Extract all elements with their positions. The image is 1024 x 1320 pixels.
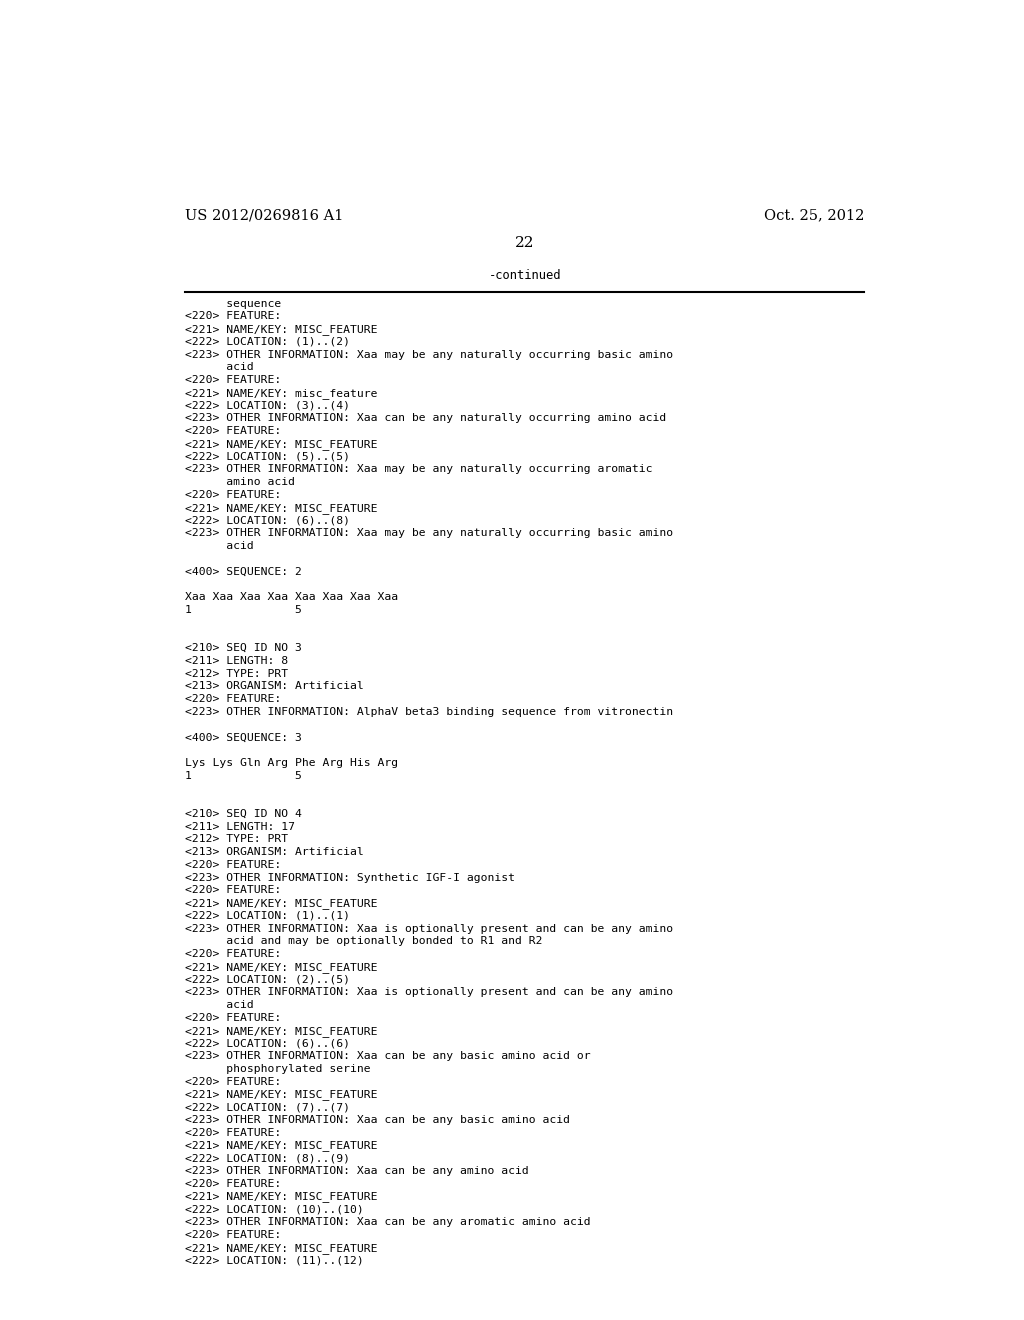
- Text: <222> LOCATION: (3)..(4): <222> LOCATION: (3)..(4): [185, 401, 350, 411]
- Text: <220> FEATURE:: <220> FEATURE:: [185, 490, 282, 500]
- Text: <221> NAME/KEY: MISC_FEATURE: <221> NAME/KEY: MISC_FEATURE: [185, 898, 378, 909]
- Text: <211> LENGTH: 8: <211> LENGTH: 8: [185, 656, 289, 665]
- Text: <223> OTHER INFORMATION: Xaa may be any naturally occurring basic amino: <223> OTHER INFORMATION: Xaa may be any …: [185, 350, 673, 359]
- Text: <221> NAME/KEY: MISC_FEATURE: <221> NAME/KEY: MISC_FEATURE: [185, 1026, 378, 1036]
- Text: <223> OTHER INFORMATION: Xaa is optionally present and can be any amino: <223> OTHER INFORMATION: Xaa is optional…: [185, 987, 673, 998]
- Text: <220> FEATURE:: <220> FEATURE:: [185, 949, 282, 960]
- Text: acid: acid: [185, 541, 254, 550]
- Text: <221> NAME/KEY: MISC_FEATURE: <221> NAME/KEY: MISC_FEATURE: [185, 440, 378, 450]
- Text: <221> NAME/KEY: MISC_FEATURE: <221> NAME/KEY: MISC_FEATURE: [185, 1089, 378, 1101]
- Text: 1               5: 1 5: [185, 771, 302, 780]
- Text: <222> LOCATION: (2)..(5): <222> LOCATION: (2)..(5): [185, 974, 350, 985]
- Text: <220> FEATURE:: <220> FEATURE:: [185, 1230, 282, 1239]
- Text: <211> LENGTH: 17: <211> LENGTH: 17: [185, 821, 295, 832]
- Text: <221> NAME/KEY: MISC_FEATURE: <221> NAME/KEY: MISC_FEATURE: [185, 1192, 378, 1203]
- Text: <222> LOCATION: (10)..(10): <222> LOCATION: (10)..(10): [185, 1204, 364, 1214]
- Text: <220> FEATURE:: <220> FEATURE:: [185, 1077, 282, 1086]
- Text: <220> FEATURE:: <220> FEATURE:: [185, 1127, 282, 1138]
- Text: <223> OTHER INFORMATION: Xaa can be any amino acid: <223> OTHER INFORMATION: Xaa can be any …: [185, 1166, 528, 1176]
- Text: <222> LOCATION: (8)..(9): <222> LOCATION: (8)..(9): [185, 1154, 350, 1163]
- Text: <223> OTHER INFORMATION: Xaa may be any naturally occurring basic amino: <223> OTHER INFORMATION: Xaa may be any …: [185, 528, 673, 539]
- Text: <220> FEATURE:: <220> FEATURE:: [185, 375, 282, 385]
- Text: <212> TYPE: PRT: <212> TYPE: PRT: [185, 669, 289, 678]
- Text: <400> SEQUENCE: 2: <400> SEQUENCE: 2: [185, 566, 302, 577]
- Text: <221> NAME/KEY: MISC_FEATURE: <221> NAME/KEY: MISC_FEATURE: [185, 962, 378, 973]
- Text: <210> SEQ ID NO 4: <210> SEQ ID NO 4: [185, 809, 302, 818]
- Text: <223> OTHER INFORMATION: Xaa may be any naturally occurring aromatic: <223> OTHER INFORMATION: Xaa may be any …: [185, 465, 652, 474]
- Text: <223> OTHER INFORMATION: Xaa can be any basic amino acid or: <223> OTHER INFORMATION: Xaa can be any …: [185, 1051, 591, 1061]
- Text: acid and may be optionally bonded to R1 and R2: acid and may be optionally bonded to R1 …: [185, 936, 543, 946]
- Text: <222> LOCATION: (5)..(5): <222> LOCATION: (5)..(5): [185, 451, 350, 462]
- Text: Lys Lys Gln Arg Phe Arg His Arg: Lys Lys Gln Arg Phe Arg His Arg: [185, 758, 398, 768]
- Text: <222> LOCATION: (7)..(7): <222> LOCATION: (7)..(7): [185, 1102, 350, 1113]
- Text: <221> NAME/KEY: MISC_FEATURE: <221> NAME/KEY: MISC_FEATURE: [185, 325, 378, 335]
- Text: acid: acid: [185, 1001, 254, 1010]
- Text: 22: 22: [515, 236, 535, 249]
- Text: <222> LOCATION: (1)..(1): <222> LOCATION: (1)..(1): [185, 911, 350, 921]
- Text: <213> ORGANISM: Artificial: <213> ORGANISM: Artificial: [185, 847, 364, 857]
- Text: <220> FEATURE:: <220> FEATURE:: [185, 1012, 282, 1023]
- Text: <213> ORGANISM: Artificial: <213> ORGANISM: Artificial: [185, 681, 364, 692]
- Text: -continued: -continued: [488, 269, 561, 282]
- Text: <220> FEATURE:: <220> FEATURE:: [185, 886, 282, 895]
- Text: Xaa Xaa Xaa Xaa Xaa Xaa Xaa Xaa: Xaa Xaa Xaa Xaa Xaa Xaa Xaa Xaa: [185, 593, 398, 602]
- Text: <210> SEQ ID NO 3: <210> SEQ ID NO 3: [185, 643, 302, 653]
- Text: <400> SEQUENCE: 3: <400> SEQUENCE: 3: [185, 733, 302, 742]
- Text: <223> OTHER INFORMATION: Xaa can be any basic amino acid: <223> OTHER INFORMATION: Xaa can be any …: [185, 1115, 570, 1125]
- Text: <220> FEATURE:: <220> FEATURE:: [185, 694, 282, 704]
- Text: US 2012/0269816 A1: US 2012/0269816 A1: [185, 209, 343, 222]
- Text: <222> LOCATION: (11)..(12): <222> LOCATION: (11)..(12): [185, 1255, 364, 1266]
- Text: <220> FEATURE:: <220> FEATURE:: [185, 1179, 282, 1189]
- Text: Oct. 25, 2012: Oct. 25, 2012: [764, 209, 864, 222]
- Text: <221> NAME/KEY: MISC_FEATURE: <221> NAME/KEY: MISC_FEATURE: [185, 1242, 378, 1254]
- Text: <221> NAME/KEY: MISC_FEATURE: <221> NAME/KEY: MISC_FEATURE: [185, 503, 378, 513]
- Text: <221> NAME/KEY: MISC_FEATURE: <221> NAME/KEY: MISC_FEATURE: [185, 1140, 378, 1151]
- Text: <220> FEATURE:: <220> FEATURE:: [185, 426, 282, 436]
- Text: <212> TYPE: PRT: <212> TYPE: PRT: [185, 834, 289, 845]
- Text: <223> OTHER INFORMATION: AlphaV beta3 binding sequence from vitronectin: <223> OTHER INFORMATION: AlphaV beta3 bi…: [185, 706, 673, 717]
- Text: <223> OTHER INFORMATION: Xaa can be any aromatic amino acid: <223> OTHER INFORMATION: Xaa can be any …: [185, 1217, 591, 1228]
- Text: <220> FEATURE:: <220> FEATURE:: [185, 312, 282, 321]
- Text: amino acid: amino acid: [185, 478, 295, 487]
- Text: <221> NAME/KEY: misc_feature: <221> NAME/KEY: misc_feature: [185, 388, 378, 399]
- Text: <222> LOCATION: (6)..(8): <222> LOCATION: (6)..(8): [185, 516, 350, 525]
- Text: 1               5: 1 5: [185, 605, 302, 615]
- Text: <222> LOCATION: (1)..(2): <222> LOCATION: (1)..(2): [185, 337, 350, 347]
- Text: acid: acid: [185, 363, 254, 372]
- Text: <220> FEATURE:: <220> FEATURE:: [185, 859, 282, 870]
- Text: <222> LOCATION: (6)..(6): <222> LOCATION: (6)..(6): [185, 1039, 350, 1048]
- Text: phosphorylated serine: phosphorylated serine: [185, 1064, 371, 1074]
- Text: <223> OTHER INFORMATION: Xaa can be any naturally occurring amino acid: <223> OTHER INFORMATION: Xaa can be any …: [185, 413, 667, 424]
- Text: <223> OTHER INFORMATION: Xaa is optionally present and can be any amino: <223> OTHER INFORMATION: Xaa is optional…: [185, 924, 673, 933]
- Text: <223> OTHER INFORMATION: Synthetic IGF-I agonist: <223> OTHER INFORMATION: Synthetic IGF-I…: [185, 873, 515, 883]
- Text: sequence: sequence: [185, 298, 282, 309]
